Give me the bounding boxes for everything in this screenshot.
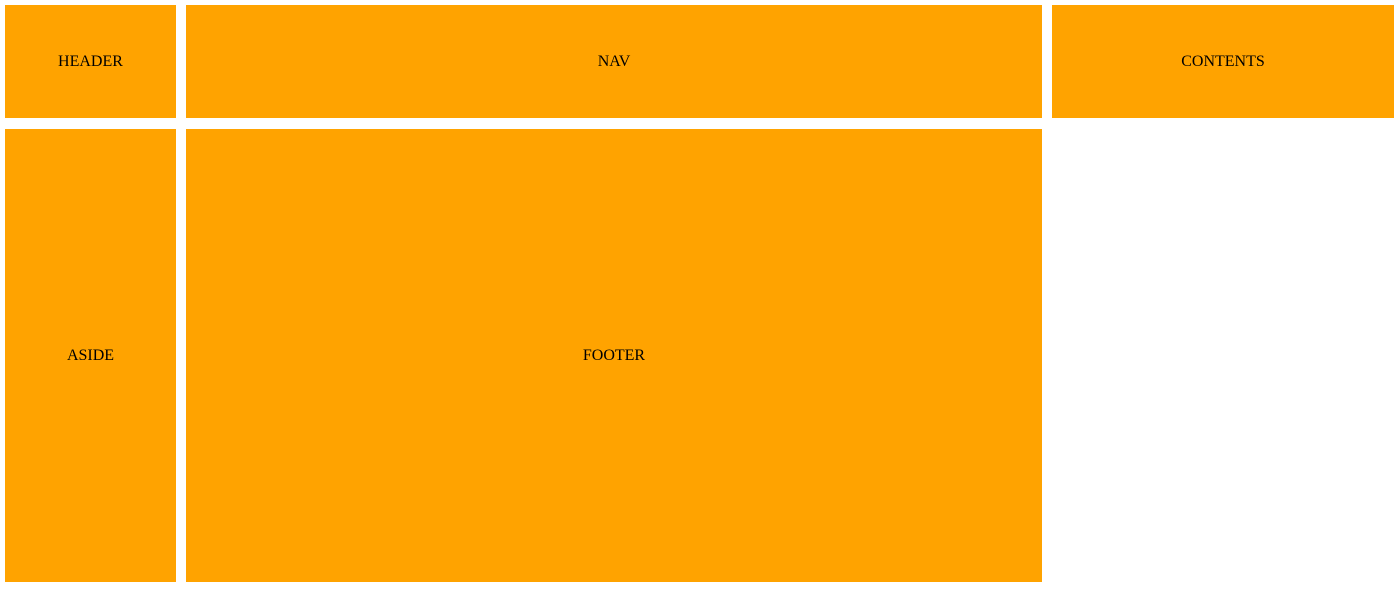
nav-label: NAV — [597, 52, 631, 70]
header-block: HEADER — [5, 5, 176, 118]
footer-block: FOOTER — [186, 129, 1042, 582]
nav-block: NAV — [186, 5, 1042, 118]
contents-label: CONTENTS — [1181, 52, 1265, 70]
footer-label: FOOTER — [582, 346, 646, 364]
header-label: HEADER — [58, 52, 123, 70]
contents-block: CONTENTS — [1052, 5, 1394, 118]
aside-block: ASIDE — [5, 129, 176, 582]
aside-label: ASIDE — [66, 346, 115, 364]
